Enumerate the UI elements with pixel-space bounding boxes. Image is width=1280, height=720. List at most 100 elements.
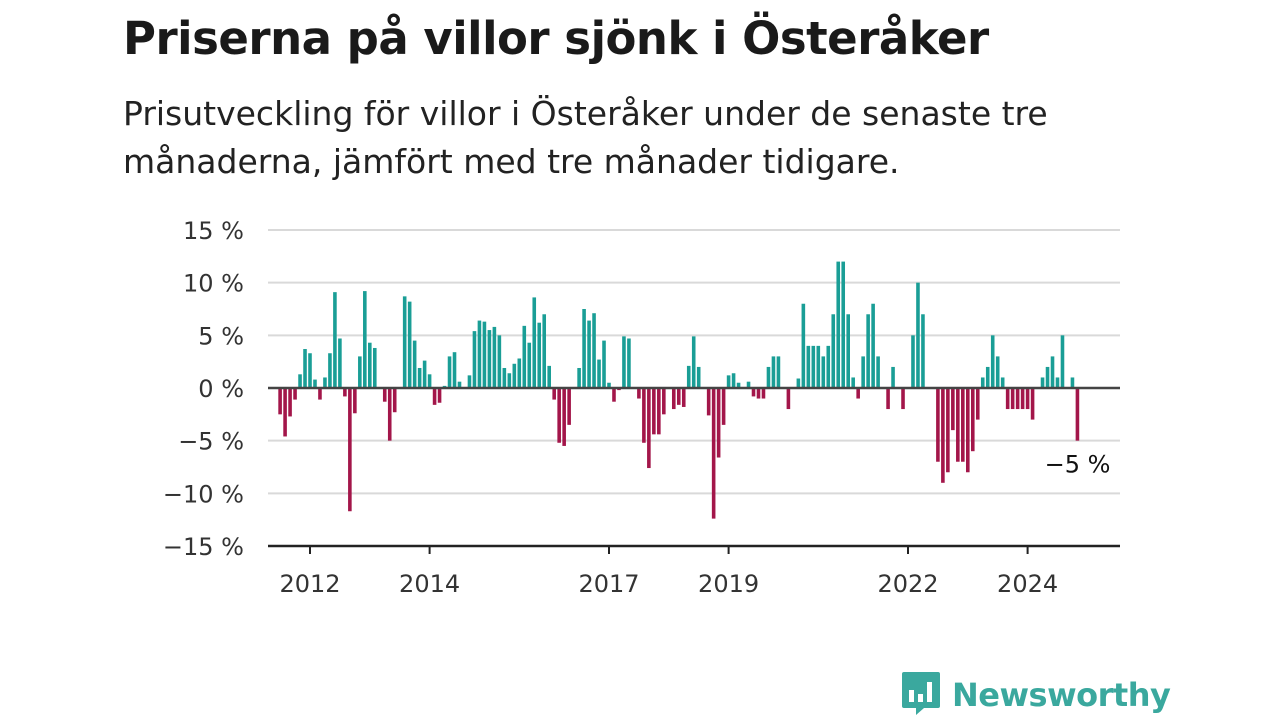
chart-subtitle: Prisutveckling för villor i Österåker un… [123, 94, 1048, 181]
last-value-annotation: −5 % [1045, 451, 1111, 479]
bar [587, 320, 591, 388]
bar [970, 388, 975, 452]
bar [492, 326, 497, 388]
x-tick-label: 2017 [578, 570, 639, 598]
bar [372, 347, 377, 388]
bar [1060, 335, 1065, 388]
bar [293, 388, 297, 400]
bar [472, 331, 477, 388]
bar [308, 353, 312, 388]
bar [726, 375, 731, 388]
bar [527, 342, 532, 388]
bar [761, 388, 766, 399]
bar [517, 358, 522, 388]
bar [627, 338, 631, 388]
bar [831, 314, 836, 388]
bar [1030, 388, 1035, 420]
bar [1020, 388, 1025, 410]
bar [861, 356, 865, 388]
bar [348, 388, 352, 512]
bar-chart-bubble-icon [900, 670, 942, 720]
bar [946, 388, 950, 473]
bar [437, 388, 442, 403]
bar [482, 321, 487, 388]
bar [298, 374, 302, 388]
bar [951, 388, 955, 431]
bar [343, 388, 347, 397]
y-tick-label: −15 % [163, 533, 244, 561]
bar [402, 296, 407, 388]
bar [417, 367, 422, 388]
bar [961, 388, 965, 462]
bar [936, 388, 940, 462]
bar [637, 388, 641, 399]
bar [1070, 377, 1075, 388]
bar [966, 388, 970, 473]
bar [941, 388, 945, 483]
bar [368, 342, 372, 388]
bar [826, 345, 831, 388]
bar [756, 388, 761, 399]
bar [985, 366, 990, 388]
bar [1010, 388, 1015, 410]
bar [846, 314, 850, 388]
bar [542, 314, 547, 388]
brand-name: Newsworthy [952, 676, 1171, 714]
bar [676, 388, 681, 405]
bar [338, 338, 342, 388]
bar [522, 325, 527, 388]
bar [557, 388, 561, 443]
bar [622, 336, 626, 388]
bar [796, 378, 801, 388]
bar [706, 388, 711, 416]
bar [328, 353, 332, 388]
bar [363, 291, 367, 388]
bar [721, 388, 726, 425]
bar [547, 365, 551, 388]
bar [806, 345, 811, 388]
y-tick-label: −10 % [163, 480, 244, 508]
bar [1005, 388, 1010, 410]
bar [592, 313, 596, 388]
x-tick-label: 2014 [399, 570, 460, 598]
bar [318, 388, 322, 400]
bar [567, 388, 571, 425]
y-tick-label: −5 % [178, 428, 244, 456]
bar [990, 335, 995, 388]
tick-labels: 15 % 10 % 5 % 0 % −5 % −10 % −15 % 2012 2014 2017… [163, 217, 1111, 598]
bar [662, 388, 666, 415]
bar [382, 388, 387, 402]
bar [313, 379, 317, 388]
bar [457, 381, 462, 388]
bar [432, 388, 437, 405]
bar [876, 356, 880, 388]
bar [1055, 377, 1060, 388]
bar [671, 388, 676, 410]
bar [691, 336, 696, 388]
bar [686, 365, 691, 388]
bar [467, 375, 472, 388]
bar [766, 366, 771, 388]
bar [387, 388, 392, 441]
bar [582, 309, 586, 388]
bar-series [278, 261, 1080, 519]
x-tick-label: 2022 [877, 570, 938, 598]
bar [891, 366, 895, 388]
bar [477, 320, 482, 388]
bar [447, 356, 452, 388]
bar [916, 282, 920, 388]
bar [333, 292, 337, 388]
bar [358, 356, 362, 388]
x-tick-label: 2019 [698, 570, 759, 598]
bar [751, 388, 756, 397]
bar [836, 261, 841, 388]
bar [886, 388, 890, 410]
bar [956, 388, 960, 462]
bar [811, 345, 816, 388]
bar [696, 366, 701, 388]
chart-title: Priserna på villor sjönk i Österåker [123, 12, 989, 65]
bar [1040, 377, 1045, 388]
bar [975, 388, 980, 420]
bar [288, 388, 292, 417]
bar [502, 367, 507, 388]
